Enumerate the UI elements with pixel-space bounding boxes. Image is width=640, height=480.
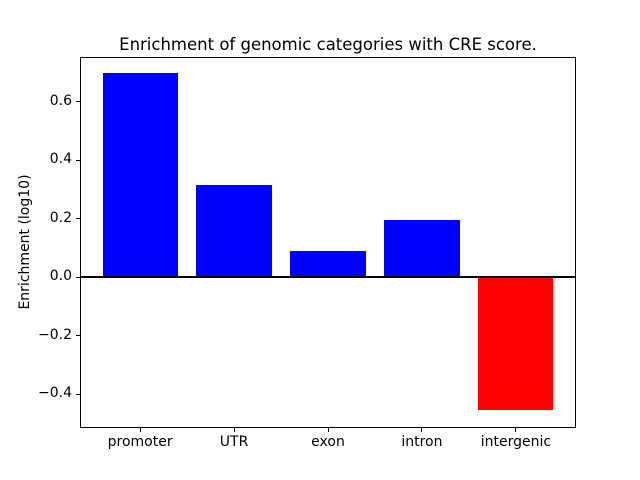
y-tick-label: 0.0 <box>49 268 72 285</box>
x-tick-label-promoter: promoter <box>107 434 173 450</box>
y-tick-label: −0.2 <box>38 326 72 343</box>
x-tick-mark <box>421 428 423 432</box>
bar-UTR <box>196 185 272 278</box>
y-axis-label: Enrichment (log10) <box>17 174 33 310</box>
bar-promoter <box>102 73 178 278</box>
y-tick-mark <box>76 218 80 220</box>
x-tick-mark <box>233 428 235 432</box>
y-tick-label: −0.4 <box>38 385 72 402</box>
zero-line <box>80 276 576 279</box>
bar-intergenic <box>478 277 554 410</box>
x-tick-label-intergenic: intergenic <box>480 434 552 450</box>
y-tick-label: 0.4 <box>49 151 72 168</box>
y-tick-mark <box>76 276 80 278</box>
x-tick-label-UTR: UTR <box>219 434 249 450</box>
y-tick-mark <box>76 335 80 337</box>
bar-exon <box>290 251 366 278</box>
y-tick-mark <box>76 101 80 103</box>
x-tick-mark <box>139 428 141 432</box>
chart-title: Enrichment of genomic categories with CR… <box>119 35 537 54</box>
bar-intron <box>384 220 460 278</box>
y-tick-mark <box>76 159 80 161</box>
y-tick-mark <box>76 393 80 395</box>
x-tick-mark <box>515 428 517 432</box>
x-tick-label-intron: intron <box>401 434 443 450</box>
x-tick-label-exon: exon <box>311 434 345 450</box>
x-tick-mark <box>327 428 329 432</box>
y-tick-label: 0.6 <box>49 92 72 109</box>
y-tick-label: 0.2 <box>49 209 72 226</box>
